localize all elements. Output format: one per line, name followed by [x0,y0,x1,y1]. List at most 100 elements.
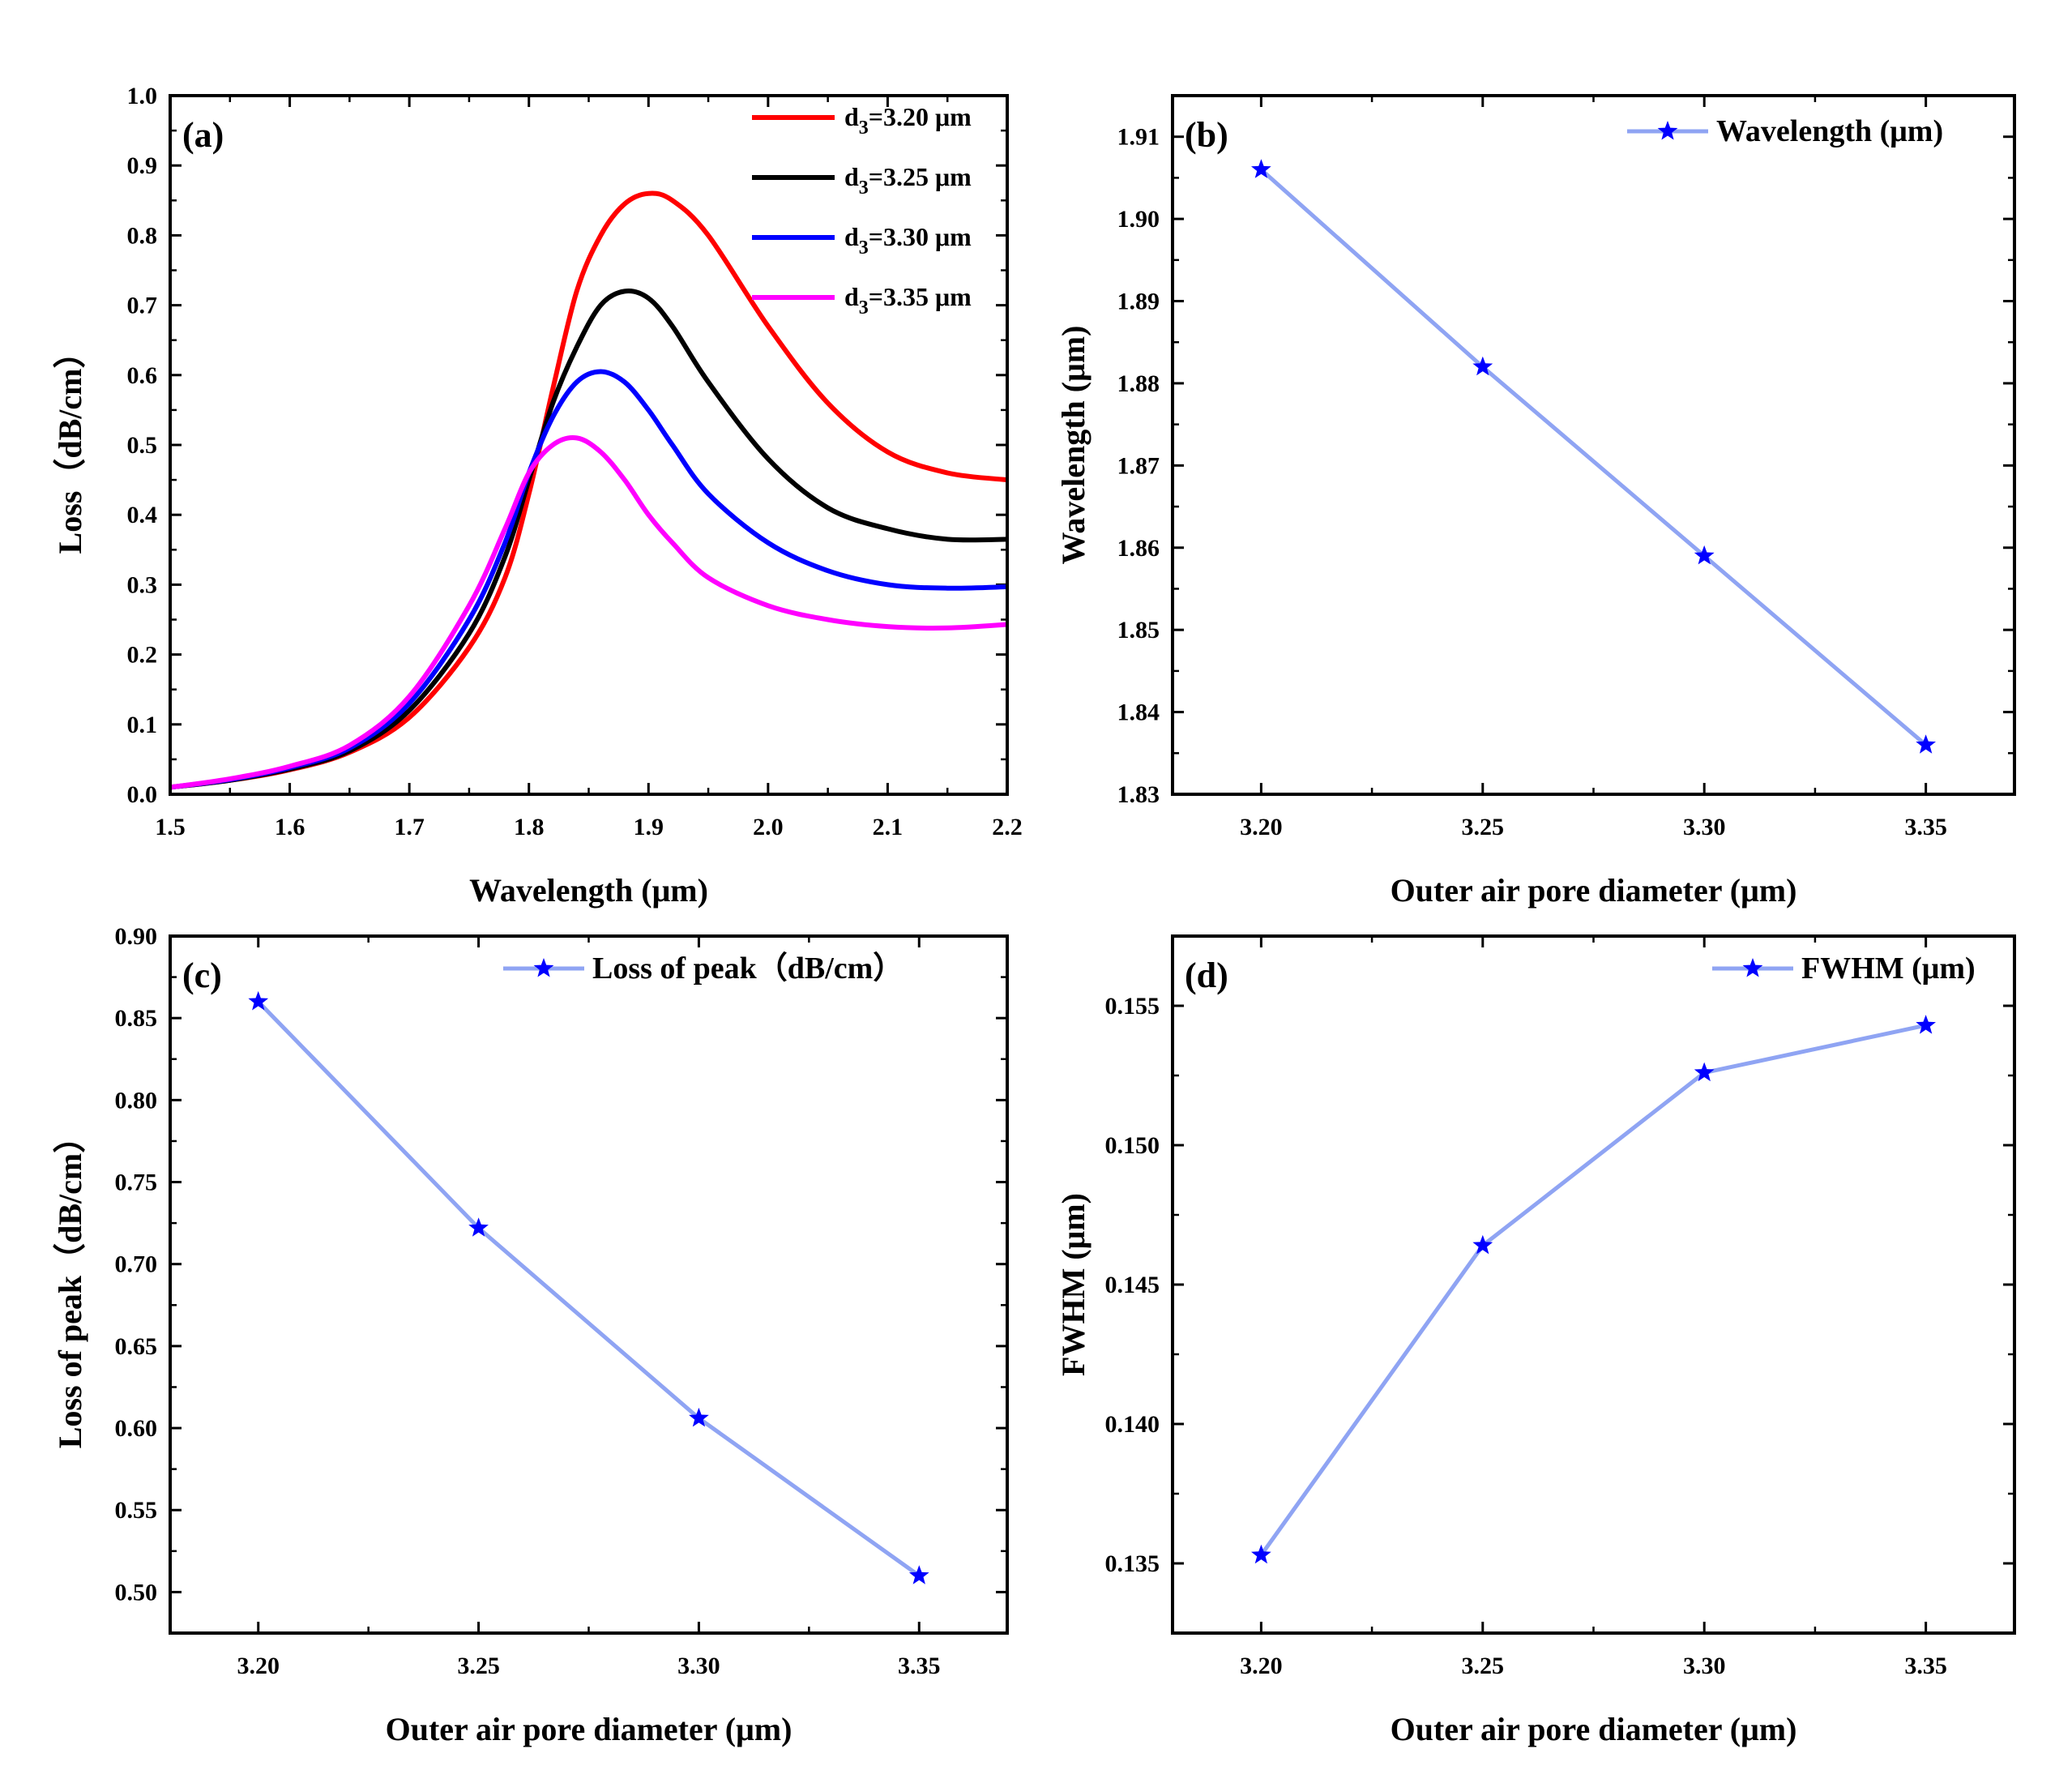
plot-frame [1171,94,2016,796]
y-tick-label: 1.90 [1117,206,1160,233]
plot-area [170,190,1007,790]
series-line [256,1000,921,1578]
y-tick-label: 0.155 [1105,993,1160,1020]
y-axis-title: Loss（dB/cm） [52,336,88,554]
x-tick-label: 3.30 [1683,1653,1726,1679]
y-tick-label: 1.88 [1117,370,1160,397]
y-tick-label: 0.4 [127,502,158,528]
data-point-star [1916,734,1936,754]
y-tick-label: 0.50 [115,1579,158,1606]
x-tick-label: 1.9 [634,814,664,840]
legend-star [533,958,554,977]
y-tick-label: 0.0 [127,781,158,808]
series-line [1259,168,1928,747]
data-point-star [1694,545,1715,565]
y-tick-label: 1.0 [127,83,158,109]
y-tick-label: 0.145 [1105,1272,1160,1298]
y-tick-label: 1.91 [1117,124,1160,151]
series-line [1259,1023,1927,1557]
legend-entry: d3=3.25 μm [844,162,972,199]
x-tick-label: 3.20 [1240,1653,1283,1679]
y-tick-label: 0.8 [127,222,158,249]
x-tick-label: 3.35 [1904,1653,1947,1679]
y-tick-label: 1.86 [1117,535,1160,562]
data-point-star [1472,1234,1493,1255]
plot-frame [169,94,1009,796]
data-point-star [1472,356,1493,376]
data-point-star [468,1217,489,1237]
y-tick-label: 0.80 [115,1087,158,1114]
y-tick-label: 0.9 [127,152,158,179]
y-tick-label: 1.85 [1117,617,1160,644]
x-axis-title: Outer air pore diameter (μm) [1391,1711,1797,1747]
y-tick-label: 0.70 [115,1251,158,1278]
legend-star [1742,958,1763,977]
x-tick-label: 3.30 [1683,814,1726,840]
y-tick-label: 0.90 [115,923,158,950]
y-tick-label: 0.1 [127,712,158,738]
plot-frame [1171,934,2016,1635]
y-tick-label: 0.60 [115,1415,158,1442]
y-tick-label: 1.87 [1117,452,1160,479]
data-point-star [1251,1544,1271,1564]
x-tick-label: 3.25 [1462,814,1505,840]
x-tick-label: 2.0 [753,814,784,840]
legend-entry: d3=3.30 μm [844,222,972,259]
series-line-3 [170,369,1007,790]
legend-entry: FWHM (μm) [1801,951,1976,986]
x-tick-label: 3.35 [898,1653,941,1679]
y-tick-label: 0.2 [127,642,158,669]
data-point-star [1916,1015,1936,1034]
legend-entry: Loss of peak（dB/cm） [592,951,904,986]
y-axis-title: Loss of peak（dB/cm） [52,1121,88,1449]
y-tick-label: 0.3 [127,571,158,598]
plot-frame [169,934,1009,1635]
y-axis-title: Wavelength (μm) [1055,326,1092,565]
y-tick-label: 1.89 [1117,289,1160,315]
legend-entry: d3=3.35 μm [844,282,972,319]
data-point-star [248,990,269,1011]
series-line-4 [170,435,1007,790]
panel-label: (a) [182,115,224,155]
y-tick-label: 0.140 [1105,1411,1160,1438]
panel-d: 3.20 3.25 3.30 3.35 0.135 0.140 0.145 0.150 0.15… [1055,934,2016,1747]
x-tick-label: 3.35 [1904,814,1947,840]
y-tick-label: 0.65 [115,1333,158,1360]
y-tick-label: 0.135 [1105,1550,1160,1577]
plot-area [1251,1015,1936,1564]
x-axis-title: Outer air pore diameter (μm) [1391,872,1797,909]
y-tick-label: 1.83 [1117,781,1160,808]
x-tick-label: 2.1 [873,814,904,840]
y-tick-label: 0.75 [115,1169,158,1196]
x-tick-label: 1.6 [275,814,305,840]
x-tick-label: 3.20 [1240,814,1283,840]
series-line-2 [170,289,1007,790]
y-tick-label: 0.7 [127,293,158,319]
data-point-star [1251,159,1271,178]
panel-a: 1.5 1.6 1.7 1.8 1.9 2.0 2.1 2.2 0.0 0.1 0.2 0.3 0.4 0… [52,83,1023,909]
y-tick-label: 0.6 [127,362,158,389]
x-tick-label: 1.8 [514,814,545,840]
panel-label: (d) [1185,956,1228,995]
panel-label: (b) [1185,115,1228,155]
x-tick-label: 2.2 [992,814,1023,840]
data-point-star [1694,1062,1715,1082]
x-tick-label: 3.20 [237,1653,280,1679]
y-tick-label: 0.85 [115,1005,158,1032]
y-axis-title: FWHM (μm) [1055,1193,1092,1376]
x-tick-label: 3.25 [1462,1653,1505,1679]
plot-area [248,990,929,1584]
panel-c: 3.20 3.25 3.30 3.35 0.50 0.55 0.60 0.65 0.70 0.75… [52,923,1009,1747]
x-tick-label: 1.7 [394,814,425,840]
legend-entry: d3=3.20 μm [844,102,972,139]
x-tick-label: 3.25 [457,1653,500,1679]
x-tick-label: 3.30 [677,1653,720,1679]
x-axis-title: Outer air pore diameter (μm) [386,1711,792,1747]
x-axis-title: Wavelength (μm) [469,872,708,909]
legend-entry: Wavelength (μm) [1716,114,1943,148]
legend-star [1657,121,1678,140]
data-point-star [908,1565,929,1584]
x-tick-label: 1.5 [155,814,186,840]
y-tick-label: 0.150 [1105,1132,1160,1159]
